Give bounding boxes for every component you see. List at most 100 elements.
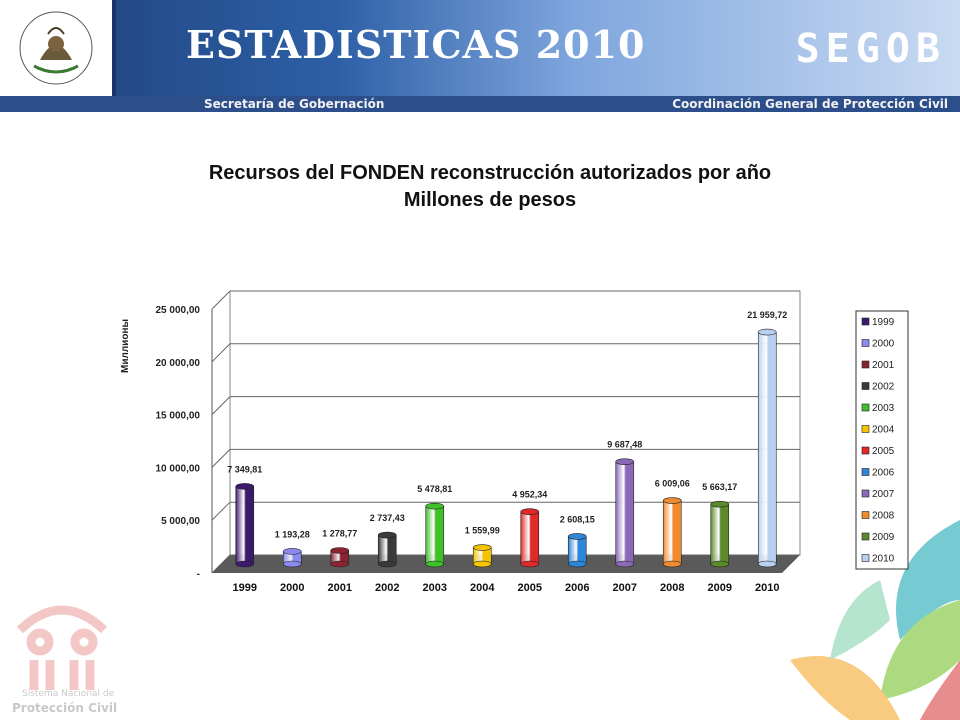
proteccion-civil-logo [16, 605, 108, 690]
bar-2010 [757, 328, 777, 568]
bar-body [235, 486, 255, 565]
subtitle-bar: Secretaría de Gobernación Coordinación G… [0, 96, 960, 112]
bar-top [757, 328, 777, 336]
legend-swatch [861, 317, 870, 326]
x-tick-label: 2008 [660, 582, 684, 594]
bar-top [520, 508, 540, 516]
bar-2002 [377, 531, 397, 568]
bar-top [425, 502, 445, 510]
x-tick-label: 2001 [328, 582, 352, 594]
bar-base [235, 560, 255, 568]
bar-top [282, 548, 302, 555]
bar-base [615, 560, 635, 568]
footer-line2: Protección Civil [12, 701, 118, 715]
y-axis-label: Миллионы [120, 319, 131, 373]
x-tick-label: 1999 [233, 582, 257, 594]
x-tick-label: 2009 [708, 582, 732, 594]
legend-entry: 2000 [872, 339, 895, 350]
legend-swatch [861, 468, 870, 476]
data-label: 1 193,28 [275, 529, 310, 539]
chart-title-block: Recursos del FONDEN reconstrucción autor… [140, 160, 840, 214]
bar-base [425, 560, 445, 568]
bar-body [662, 500, 682, 565]
bar-body [520, 511, 540, 565]
bar-top [710, 500, 730, 508]
legend-entry: 2003 [872, 403, 895, 414]
legend-swatch [861, 382, 870, 390]
legend-entry: 2004 [872, 425, 895, 436]
bar-base [520, 560, 540, 568]
bar-2005 [520, 508, 540, 568]
x-tick-label: 2000 [280, 582, 304, 594]
bar-base [567, 560, 587, 568]
data-label: 9 687,48 [607, 440, 642, 450]
legend-swatch [861, 425, 870, 433]
data-label: 5 478,81 [417, 484, 452, 494]
bar-2001 [330, 547, 350, 568]
legend-swatch [861, 489, 870, 498]
bar-2004 [472, 544, 492, 568]
bar-base [472, 560, 492, 568]
legend-swatch [861, 511, 870, 519]
y-tick-label: - [197, 569, 200, 580]
legend-swatch [861, 339, 870, 347]
bar-top [377, 531, 397, 539]
data-label: 21 959,72 [747, 310, 787, 320]
data-label: 2 737,43 [370, 513, 405, 523]
bar-top [235, 483, 255, 490]
gridline [211, 290, 800, 310]
plot-background [229, 290, 801, 556]
data-label: 2 608,15 [560, 514, 595, 524]
gridline [211, 448, 800, 468]
bar-2009 [710, 500, 730, 568]
y-tick-label: 25 000,00 [156, 305, 201, 316]
bar-2006 [567, 533, 587, 568]
legend-swatch [861, 403, 870, 412]
bar-body [710, 503, 730, 565]
x-tick-label: 2007 [613, 582, 637, 594]
legend-entry: 2009 [872, 532, 895, 543]
bar-top [330, 547, 350, 554]
bar-2000 [282, 548, 302, 568]
decorative-petals [790, 520, 960, 720]
plot-area: - 5 000,00 10 000,00 15 000,00 20 000,00 25 0… [120, 290, 801, 594]
gridline [211, 554, 800, 574]
legend-entry: 2006 [872, 468, 895, 479]
bar-base [757, 560, 777, 568]
bar-2008 [662, 497, 682, 568]
chart-title: Recursos del FONDEN reconstrucción autor… [208, 162, 772, 184]
footer-line1: Sistema Nacional de [22, 689, 115, 699]
data-label: 5 663,17 [702, 482, 737, 492]
x-tick-label: 2002 [375, 582, 399, 594]
x-tick-label: 2006 [565, 582, 589, 594]
legend-entry: 2007 [872, 489, 895, 500]
bar-top [662, 497, 682, 504]
bar-top [472, 544, 492, 551]
data-label: 6 009,06 [655, 479, 690, 489]
bar-base [282, 560, 302, 568]
bar-body [757, 331, 777, 565]
legend-swatch [861, 554, 870, 562]
legend-entry: 2001 [872, 360, 895, 371]
legend-swatch [861, 360, 870, 369]
plot-floor [212, 555, 800, 573]
bar-body [615, 461, 635, 565]
bar-body [377, 534, 397, 565]
legend-swatch [861, 446, 870, 455]
bar-2007 [615, 458, 635, 568]
legend-entry: 2010 [872, 554, 895, 565]
bar-body [425, 505, 445, 565]
y-tick-label: 10 000,00 [156, 463, 201, 474]
data-label: 7 349,81 [227, 464, 262, 474]
legend-entry: 1999 [872, 317, 895, 328]
data-label: 1 278,77 [322, 528, 357, 538]
legend: 1999 2000 2001 2002 2003 2004 2005 2006 2007 2008… [855, 310, 909, 570]
data-label: 1 559,99 [465, 526, 500, 536]
legend-entry: 2002 [872, 382, 895, 393]
segob-logo: SEGOB [795, 26, 946, 72]
gridline [211, 396, 800, 415]
legend-swatch [861, 532, 870, 541]
bar-base [330, 560, 350, 568]
eagle-seal-icon [19, 11, 93, 85]
y-tick-label: 20 000,00 [156, 358, 201, 369]
